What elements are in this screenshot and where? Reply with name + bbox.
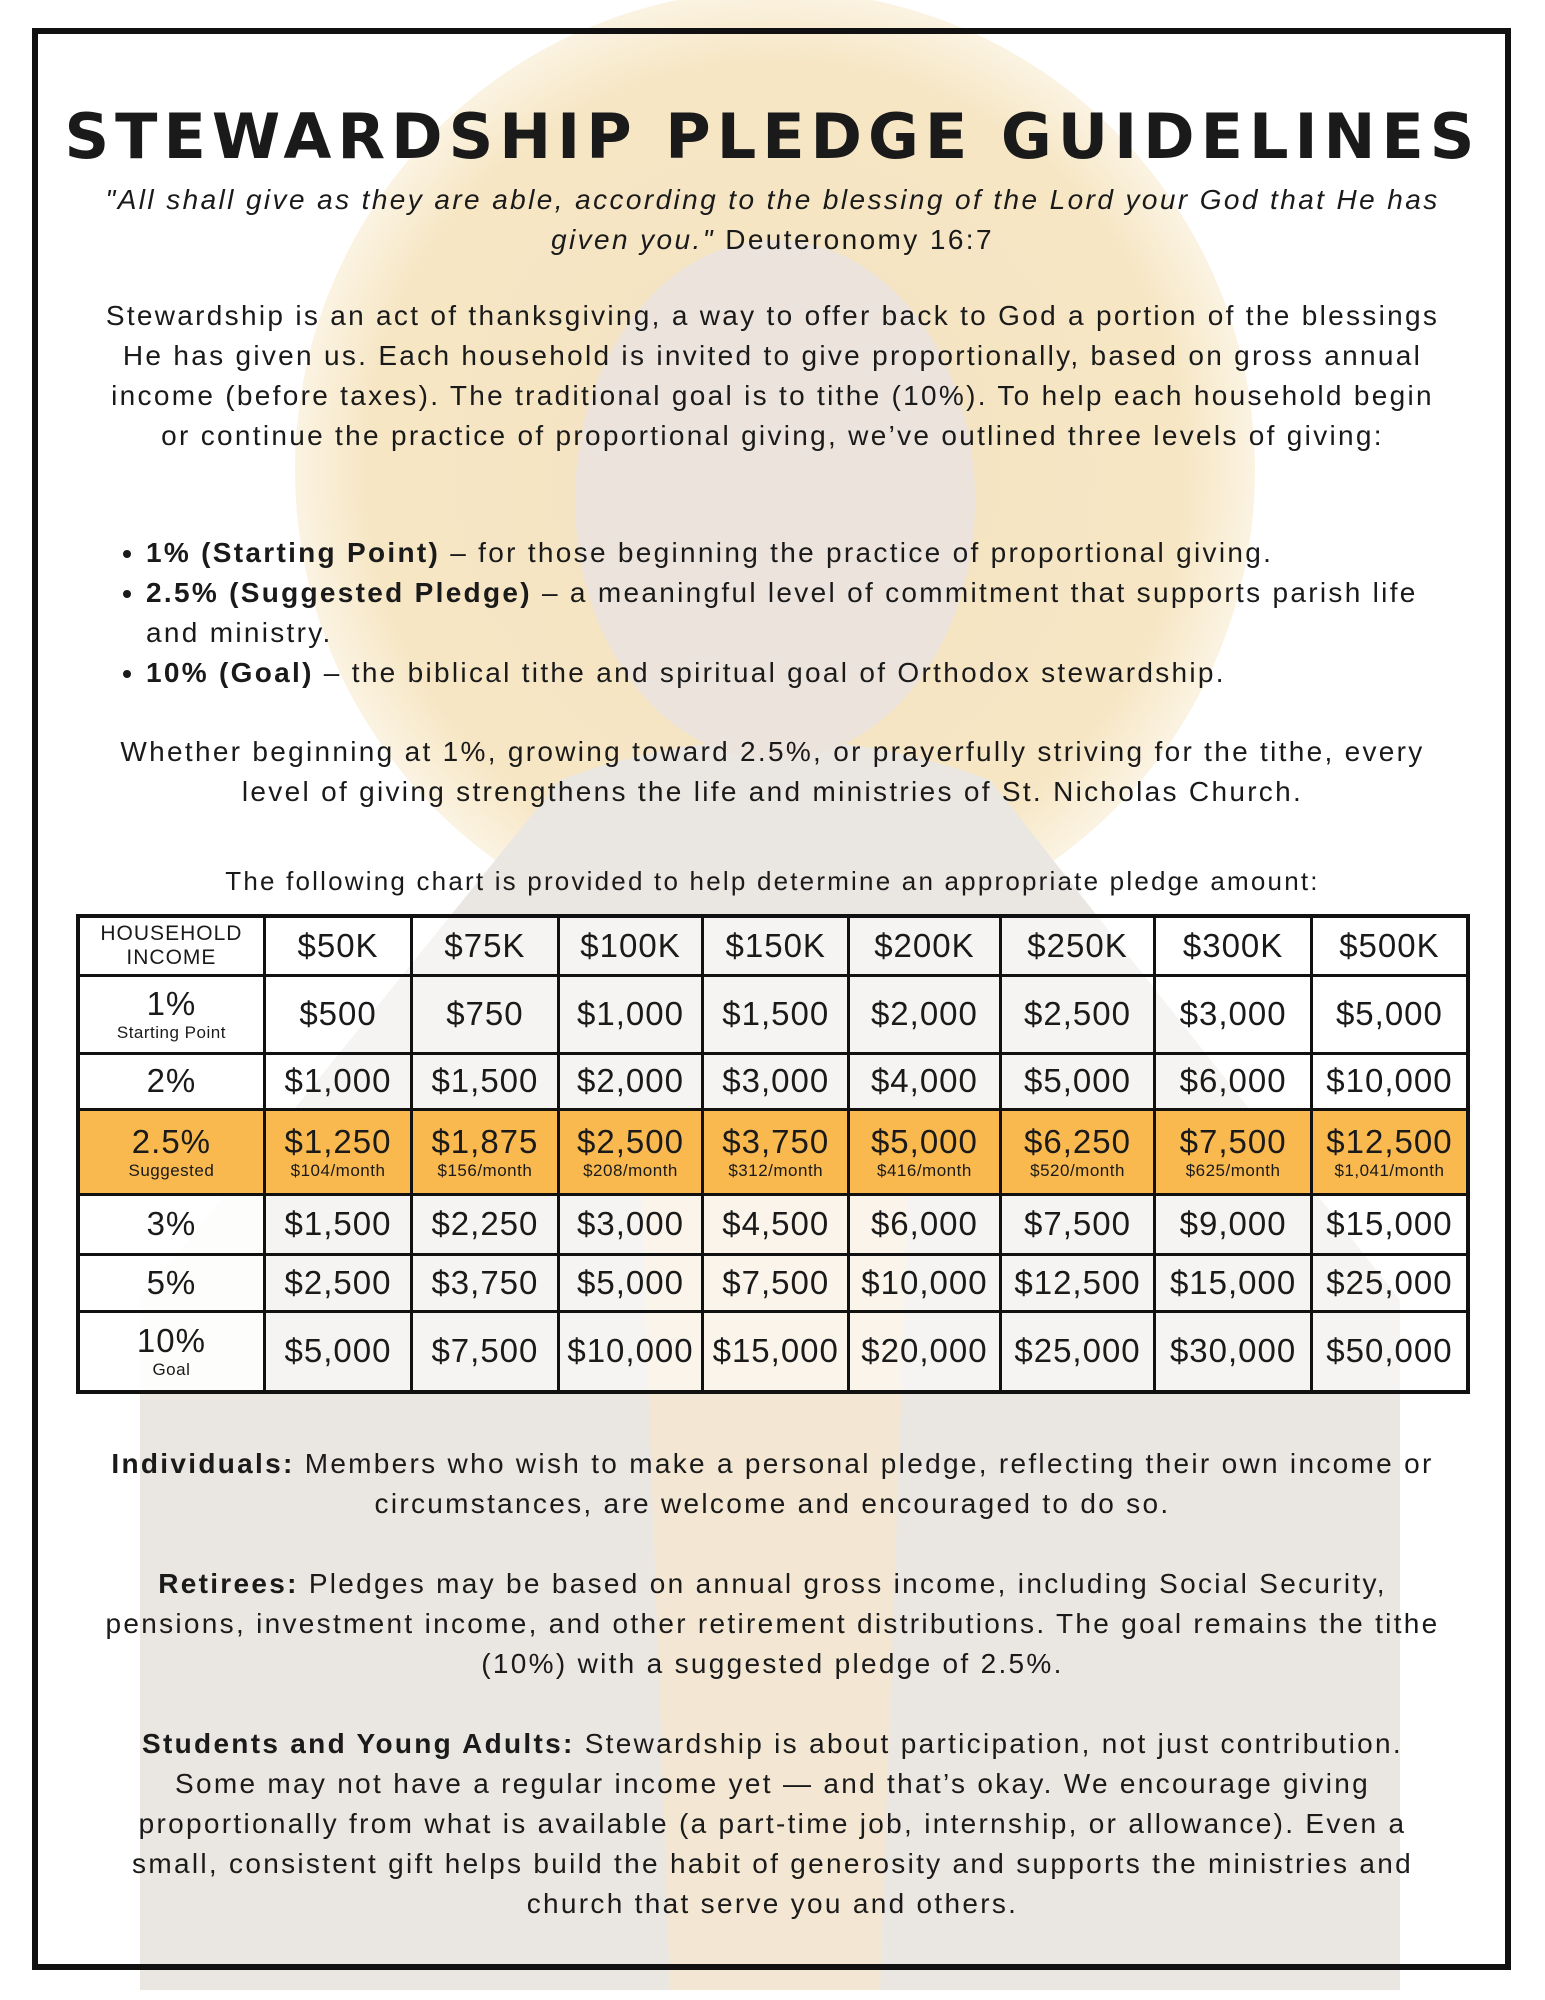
pledge-amount-cell: $1,000 [262, 1051, 414, 1111]
students-section: Students and Young Adults: Stewardship i… [132, 1728, 1413, 1919]
table-row: 2.5% Suggested $1,250 $104/month $1,875 $156/… [76, 1107, 1470, 1196]
pledge-amount-cell: $1,250 $104/month [262, 1107, 414, 1196]
pledge-amount-cell: $5,000 [262, 1309, 414, 1394]
pledge-amount-cell: $12,500 [998, 1252, 1157, 1313]
pledge-amount-cell: $3,750 [410, 1252, 560, 1313]
income-column-header: $200K [847, 914, 1002, 977]
pledge-amount-cell: $500 [262, 973, 414, 1055]
giving-levels-list: 1% (Starting Point) – for those beginnin… [110, 533, 1466, 693]
pledge-amount-cell: $7,500 $625/month [1153, 1107, 1313, 1196]
pledge-amount-cell: $6,000 [1153, 1051, 1313, 1111]
pledge-amount-cell: $3,000 [1153, 973, 1313, 1055]
pledge-amount-cell: $5,000 [998, 1051, 1157, 1111]
page-border [32, 28, 1511, 1970]
income-column-header: $500K [1309, 914, 1470, 977]
table-row: 5% $2,500 $3,750 $5,000 $7,500 $10,000 $12,500… [76, 1252, 1470, 1313]
quote-text: "All shall give as they are able, accord… [105, 184, 1440, 255]
pledge-amount-cell: $25,000 [998, 1309, 1157, 1394]
pledge-amount-cell: $3,000 [701, 1051, 851, 1111]
pledge-amount-cell: $10,000 [847, 1252, 1002, 1313]
income-column-header: $100K [556, 914, 705, 977]
quote-citation: Deuteronomy 16:7 [725, 224, 994, 255]
pledge-amount-cell: $2,500 $208/month [556, 1107, 705, 1196]
pledge-amount-cell: $2,500 [998, 973, 1157, 1055]
pledge-amount-cell: $6,250 $520/month [998, 1107, 1157, 1196]
pledge-amount-cell: $25,000 [1309, 1252, 1470, 1313]
chart-caption: The following chart is provided to help … [225, 866, 1320, 896]
percent-label: 2% [76, 1051, 266, 1111]
table-row: 2% $1,000 $1,500 $2,000 $3,000 $4,000 $5,000 $6… [76, 1051, 1470, 1111]
monthly-amount: $208/month [583, 1160, 678, 1180]
pledge-amount-cell: $2,500 [262, 1252, 414, 1313]
income-column-header: $250K [998, 914, 1157, 977]
pledge-amount-cell: $4,500 [701, 1192, 851, 1256]
pledge-amount-cell: $7,500 [998, 1192, 1157, 1256]
pledge-amount-cell: $2,250 [410, 1192, 560, 1256]
monthly-amount: $104/month [290, 1160, 386, 1180]
monthly-amount: $520/month [1030, 1160, 1125, 1180]
list-item: 2.5% (Suggested Pledge) – a meaningful l… [146, 573, 1466, 653]
closing-paragraph: Whether beginning at 1%, growing toward … [120, 736, 1425, 807]
percent-label: 2.5% Suggested [76, 1107, 266, 1196]
page-title: STEWARDSHIP PLEDGE GUIDELINES [64, 100, 1481, 173]
pledge-amount-cell: $1,500 [701, 973, 851, 1055]
pledge-amount-cell: $10,000 [556, 1309, 705, 1394]
header-label: HOUSEHOLD INCOME [76, 914, 266, 977]
percent-label: 3% [76, 1192, 266, 1256]
table-header-row: HOUSEHOLD INCOME $50K $75K $100K $150K $200K $… [76, 914, 1470, 977]
monthly-amount: $1,041/month [1334, 1160, 1445, 1180]
monthly-amount: $312/month [728, 1160, 824, 1180]
percent-label: 10% Goal [76, 1309, 266, 1394]
income-column-header: $75K [410, 914, 560, 977]
pledge-amount-cell: $1,875 $156/month [410, 1107, 560, 1196]
percent-label: 1% Starting Point [76, 973, 266, 1055]
pledge-amount-cell: $1,500 [410, 1051, 560, 1111]
income-column-header: $150K [701, 914, 851, 977]
pledge-table: HOUSEHOLD INCOME $50K $75K $100K $150K $200K $… [76, 914, 1470, 1394]
pledge-amount-cell: $15,000 [701, 1309, 851, 1394]
pledge-amount-cell: $7,500 [701, 1252, 851, 1313]
percent-sublabel: Starting Point [116, 1023, 226, 1042]
income-column-header: $50K [262, 914, 414, 977]
pledge-amount-cell: $7,500 [410, 1309, 560, 1394]
monthly-amount: $625/month [1185, 1160, 1281, 1180]
retirees-section: Retirees: Pledges may be based on annual… [105, 1568, 1440, 1679]
percent-sublabel: Goal [152, 1360, 191, 1380]
pledge-amount-cell: $6,000 [847, 1192, 1002, 1256]
pledge-amount-cell: $10,000 [1309, 1051, 1470, 1111]
list-item: 10% (Goal) – the biblical tithe and spir… [146, 653, 1466, 693]
table-row: 10% Goal $5,000 $7,500 $10,000 $15,000 $20,000… [76, 1309, 1470, 1394]
percent-sublabel: Suggested [128, 1160, 215, 1180]
table-row: 1% Starting Point $500 $750 $1,000 $1,500 $2,0… [76, 973, 1470, 1055]
percent-label: 5% [76, 1252, 266, 1313]
pledge-amount-cell: $750 [410, 973, 560, 1055]
pledge-amount-cell: $3,000 [556, 1192, 705, 1256]
table-row: 3% $1,500 $2,250 $3,000 $4,500 $6,000 $7,500 $9… [76, 1192, 1470, 1256]
pledge-amount-cell: $1,000 [556, 973, 705, 1055]
monthly-amount: $416/month [877, 1160, 972, 1180]
pledge-amount-cell: $5,000 $416/month [847, 1107, 1002, 1196]
individuals-section: Individuals: Members who wish to make a … [111, 1448, 1434, 1519]
pledge-amount-cell: $4,000 [847, 1051, 1002, 1111]
pledge-amount-cell: $50,000 [1309, 1309, 1470, 1394]
pledge-amount-cell: $2,000 [847, 973, 1002, 1055]
pledge-amount-cell: $5,000 [1309, 973, 1470, 1055]
pledge-amount-cell: $3,750 $312/month [701, 1107, 851, 1196]
pledge-amount-cell: $12,500 $1,041/month [1309, 1107, 1470, 1196]
pledge-amount-cell: $1,500 [262, 1192, 414, 1256]
pledge-amount-cell: $20,000 [847, 1309, 1002, 1394]
pledge-amount-cell: $9,000 [1153, 1192, 1313, 1256]
scripture-quote: "All shall give as they are able, accord… [100, 180, 1445, 260]
intro-paragraph: Stewardship is an act of thanksgiving, a… [105, 300, 1440, 451]
pledge-amount-cell: $30,000 [1153, 1309, 1313, 1394]
list-item: 1% (Starting Point) – for those beginnin… [146, 533, 1466, 573]
pledge-amount-cell: $15,000 [1153, 1252, 1313, 1313]
monthly-amount: $156/month [437, 1160, 533, 1180]
pledge-amount-cell: $15,000 [1309, 1192, 1470, 1256]
pledge-amount-cell: $5,000 [556, 1252, 705, 1313]
income-column-header: $300K [1153, 914, 1313, 977]
pledge-amount-cell: $2,000 [556, 1051, 705, 1111]
